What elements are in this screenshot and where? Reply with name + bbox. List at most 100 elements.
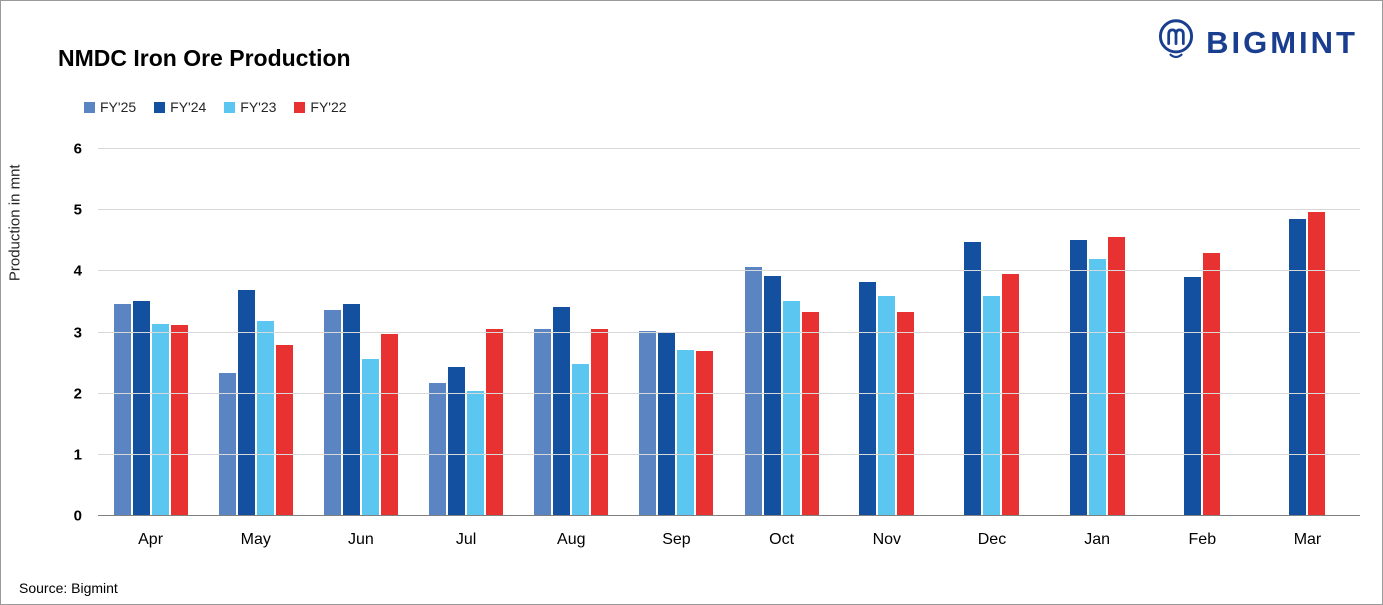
bar-fy22-dec [1002,274,1020,516]
bar-fy24-dec [964,241,982,516]
bar-fy24-jul [448,367,466,516]
bar-fy25-aug [534,328,552,516]
gridline [98,148,1360,149]
bar-group [519,149,624,516]
bar-fy22-nov [897,311,915,516]
bar-fy23-nov [878,295,896,516]
bar-fy22-jul [486,329,504,516]
gridline [98,453,1360,455]
x-axis-label: Dec [977,531,1007,548]
y-tick-label: 1 [73,446,82,464]
y-tick-label: 5 [73,201,82,219]
y-tick-label: 6 [73,140,82,158]
bar-fy24-apr [132,301,150,516]
x-axis-line [98,515,1360,516]
gridline [98,331,1360,333]
y-tick-label: 2 [73,385,82,403]
y-axis-title: Production in mnt [6,164,24,282]
x-axis-label: Jun [348,531,374,548]
x-axis-label: Feb [1188,531,1217,548]
gridline [98,392,1360,394]
bar-fy22-feb [1203,252,1221,516]
bar-fy23-oct [782,300,800,516]
bar-fy24-nov [859,281,877,516]
bar-fy22-mar [1308,212,1326,516]
bar-fy25-may [218,373,236,516]
bar-fy25-jul [429,383,447,516]
legend-swatch [294,101,306,113]
bar-group [1150,149,1255,516]
bar-fy25-sep [639,330,657,516]
x-axis-label: Oct [769,531,795,548]
bar-fy24-sep [658,333,676,516]
bar-fy22-sep [696,351,714,516]
bar-fy23-aug [572,364,590,516]
bar-group [98,149,203,516]
bar-group [414,149,519,516]
bar-group [203,149,308,516]
gridline [98,209,1360,211]
plot-area: 0 1 2 3 4 5 6 [74,142,1360,524]
legend-swatch [154,101,166,113]
bar-group [624,149,729,516]
x-axis-label: May [240,531,271,548]
y-tick-label: 3 [73,324,82,341]
x-labels: Apr May Jun Jul Aug Sep Oct Nov Dec Jan Feb Mar [98,531,1360,549]
bar-group [939,149,1044,516]
legend: FY'25 FY'24 FY'23 FY'22 [84,99,347,115]
bar-fy25-apr [113,303,131,516]
bar-fy22-jan [1107,237,1125,516]
bar-fy24-jan [1069,239,1087,516]
bar-fy23-may [256,320,274,516]
legend-item: FY'22 [294,99,347,115]
x-axis-label: Sep [662,531,691,548]
bar-fy24-oct [763,276,781,516]
bar-fy24-mar [1289,219,1307,516]
bar-fy23-apr [151,323,169,516]
bar-fy25-jun [323,309,341,516]
bar-fy22-aug [591,329,609,516]
bar-group [1255,149,1360,516]
bar-fy24-feb [1184,276,1202,516]
bar-fy25-oct [744,267,762,516]
legend-item: FY'25 [84,99,136,115]
bar-group [308,149,413,516]
gridline [98,270,1360,272]
x-axis-label: Apr [138,531,164,548]
bar-fy22-oct [801,312,819,516]
bar-fy24-aug [553,307,571,516]
brand-logo-text: BIGMINT [1206,24,1358,60]
legend-label: FY'23 [240,99,277,115]
x-axis-label: Aug [557,531,586,548]
source-note: Source: Bigmint [19,580,118,596]
bar-fy23-dec [983,295,1001,516]
bar-fy22-jun [380,333,398,516]
bigmint-logo-icon [1154,17,1198,68]
legend-swatch [224,101,236,113]
bar-group [1045,149,1150,516]
bar-fy22-may [275,345,293,516]
legend-item: FY'23 [224,99,276,115]
legend-label: FY'25 [100,99,137,115]
legend-item: FY'24 [154,99,206,115]
x-axis-label: Nov [872,531,902,548]
bar-fy23-sep [677,349,695,516]
x-axis-label: Mar [1293,531,1322,548]
bar-fy23-jun [361,359,379,516]
y-tick-label: 0 [73,507,82,525]
bar-fy24-jun [342,303,360,516]
page-title: NMDC Iron Ore Production [58,45,351,71]
bar-fy23-jan [1088,258,1106,516]
bar-fy22-apr [170,325,188,516]
bar-groups [98,149,1360,516]
x-axis-label: Jul [455,531,477,548]
y-tick-label: 4 [73,262,82,280]
legend-swatch [84,101,95,113]
bar-group [834,149,939,516]
bar-group [729,149,834,516]
legend-label: FY'22 [310,99,347,115]
bar-fy24-may [237,289,255,516]
legend-label: FY'24 [170,99,207,115]
brand-logo: BIGMINT [1154,17,1358,68]
